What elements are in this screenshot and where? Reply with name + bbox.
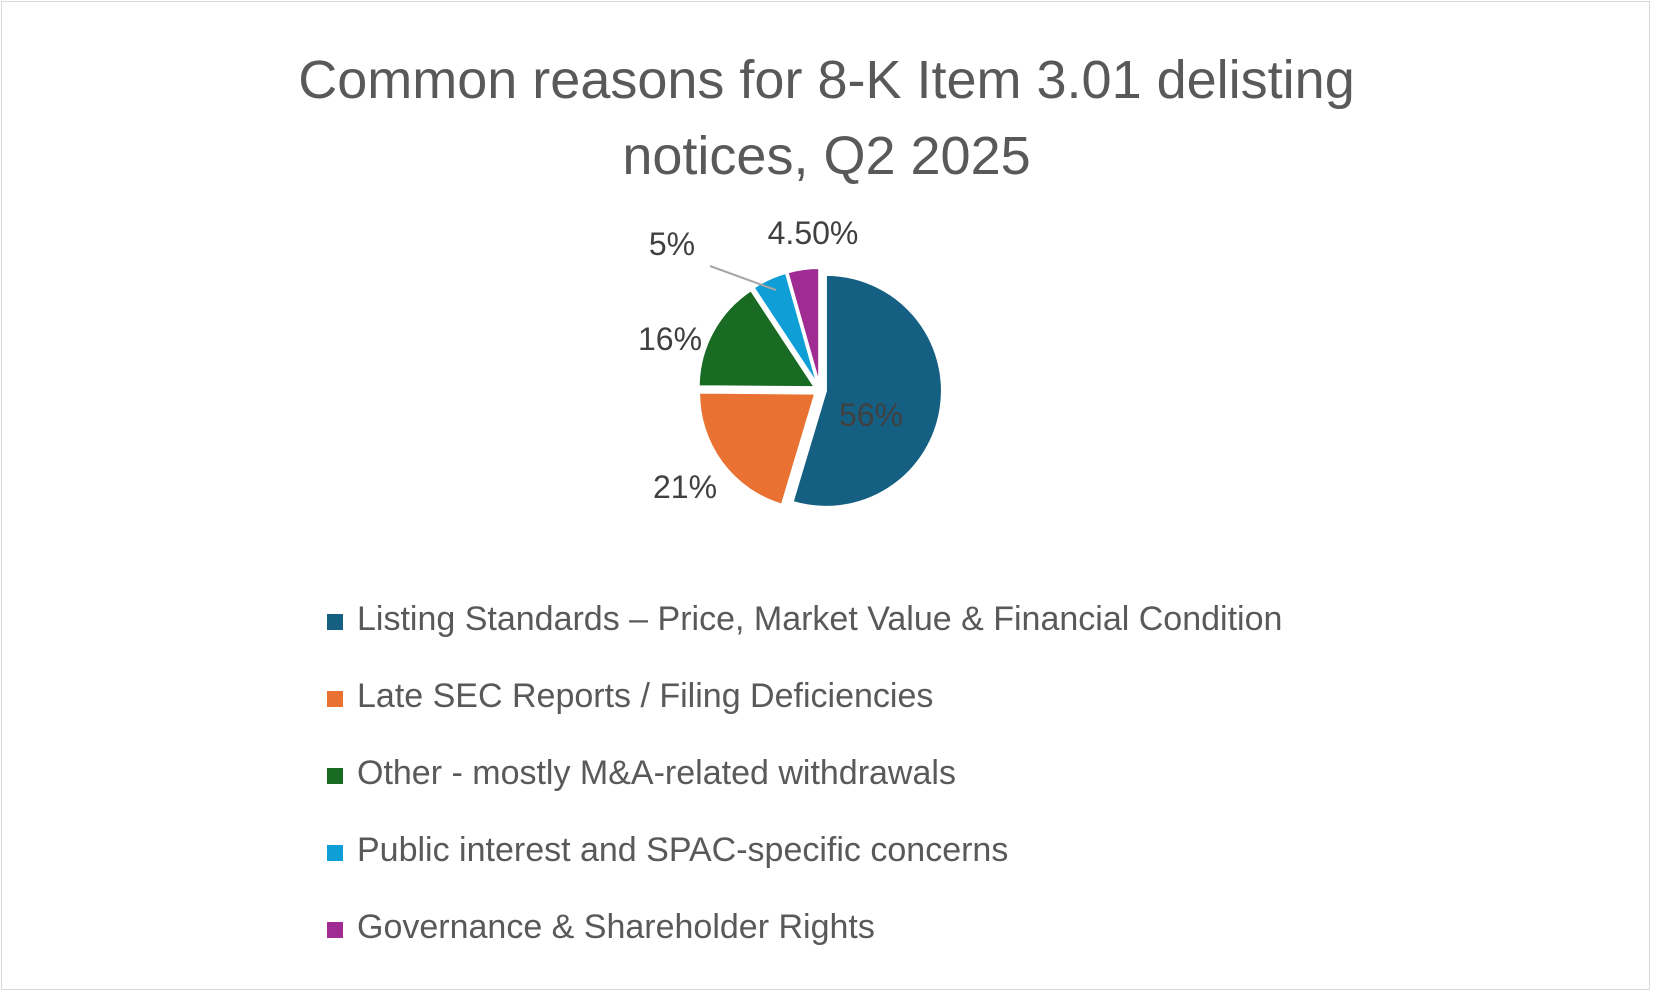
leader-line-4 bbox=[709, 265, 777, 291]
pie-slice-3 bbox=[697, 288, 817, 389]
legend-label: Governance & Shareholder Rights bbox=[357, 908, 875, 946]
pie-slice-4 bbox=[752, 271, 819, 386]
legend-swatch bbox=[327, 845, 343, 861]
chart-title-line-1: Common reasons for 8-K Item 3.01 delisti… bbox=[298, 50, 1355, 110]
legend-swatch bbox=[327, 691, 343, 707]
data-label-4: 5% bbox=[649, 226, 695, 262]
pie-slice-1 bbox=[791, 273, 943, 508]
data-label-3: 16% bbox=[638, 321, 702, 357]
legend-label: Listing Standards – Price, Market Value … bbox=[357, 600, 1283, 638]
data-label-5: 4.50% bbox=[768, 215, 859, 251]
data-label-1: 56% bbox=[839, 397, 903, 433]
pie-data-labels: 56% 21% 16% 5% 4.50% bbox=[638, 215, 903, 505]
legend-label: Public interest and SPAC-specific concer… bbox=[357, 831, 1009, 869]
chart-title-line-2: notices, Q2 2025 bbox=[622, 126, 1031, 186]
legend-swatch bbox=[327, 768, 343, 784]
legend-swatch bbox=[327, 614, 343, 630]
legend-label: Late SEC Reports / Filing Deficiencies bbox=[357, 677, 934, 715]
pie-slice-2 bbox=[698, 391, 817, 506]
legend-swatch bbox=[327, 922, 343, 938]
chart-title: Common reasons for 8-K Item 3.01 delisti… bbox=[2, 42, 1651, 194]
pie-slice-5 bbox=[786, 267, 821, 385]
data-label-2: 21% bbox=[653, 469, 717, 505]
pie-slices bbox=[697, 267, 943, 508]
legend-label: Other - mostly M&A-related withdrawals bbox=[357, 754, 956, 792]
